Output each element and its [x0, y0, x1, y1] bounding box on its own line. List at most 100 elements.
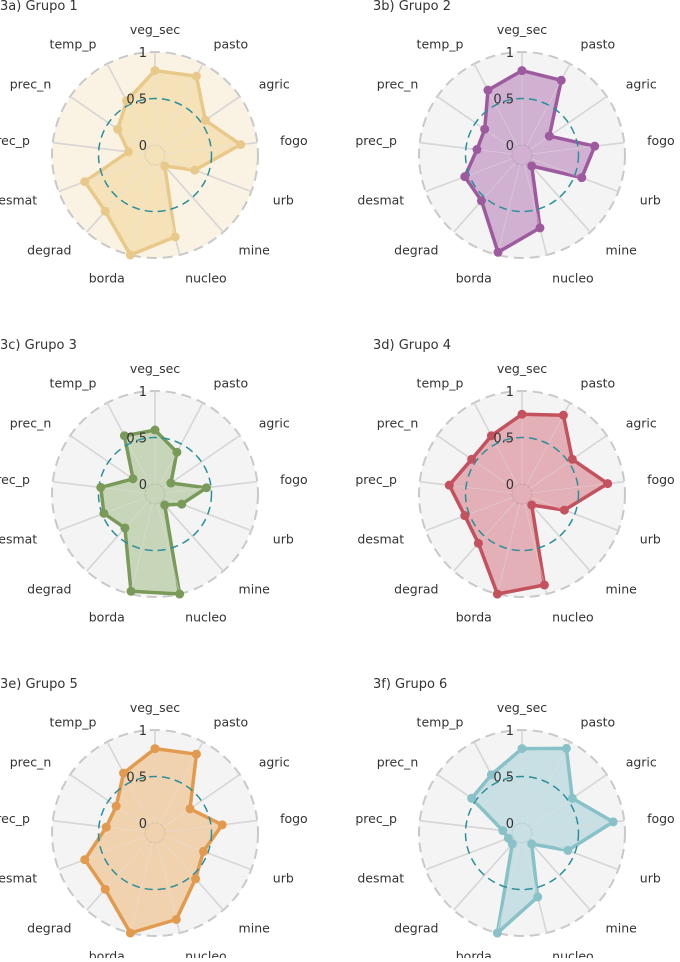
axis-label-prec_n: prec_n [10, 754, 52, 769]
axis-spoke-overlay [161, 162, 224, 233]
data-point-degrad [120, 523, 130, 533]
axis-label-degrad: degrad [394, 242, 438, 257]
data-point-urb [577, 173, 587, 183]
axis-label-borda: borda [89, 270, 125, 285]
axis-spoke-overlay [496, 164, 521, 256]
axis-label-urb: urb [273, 871, 294, 886]
data-point-fogo [603, 479, 613, 489]
data-point-prec_n [467, 454, 477, 464]
axis-spoke-overlay [453, 501, 516, 572]
data-point-nucleo [535, 223, 545, 233]
radial-tick-label: 0.5 [126, 771, 147, 786]
data-point-fogo [590, 141, 600, 151]
axis-label-prec_p: prec_p [0, 133, 30, 148]
data-point-desmat [503, 833, 513, 843]
axis-label-veg_sec: veg_sec [497, 22, 547, 37]
axis-spoke-overlay [156, 503, 181, 595]
radial-tick-label: 1 [506, 724, 514, 739]
data-point-urb [559, 505, 569, 515]
axis-spoke-overlay [453, 162, 516, 233]
axis-label-prec_p: prec_p [0, 472, 30, 487]
data-point-pasto [558, 410, 568, 420]
data-point-temp_p [486, 431, 496, 441]
panel-title: 3b) Grupo 2 [373, 0, 451, 14]
axis-spoke-overlay [129, 164, 154, 256]
data-point-mine [527, 500, 537, 510]
axis-label-fogo: fogo [647, 811, 675, 826]
radial-tick-label: 0 [139, 478, 147, 493]
axis-label-veg_sec: veg_sec [497, 361, 547, 376]
axis-label-fogo: fogo [647, 133, 675, 148]
data-point-fogo [217, 820, 227, 830]
radial-tick-label: 1 [139, 385, 147, 400]
data-point-veg_sec [517, 744, 527, 754]
data-point-borda [126, 586, 136, 596]
axis-label-temp_p: temp_p [50, 375, 97, 390]
axis-label-fogo: fogo [280, 133, 308, 148]
axis-label-pasto: pasto [214, 36, 249, 51]
radial-tick-label: 0.5 [493, 432, 514, 447]
axis-label-agric: agric [259, 415, 290, 430]
half-ring [464, 436, 580, 552]
axis-label-nucleo: nucleo [552, 609, 594, 624]
data-point-prec_p [96, 482, 106, 492]
data-point-mine [191, 874, 201, 884]
axis-spoke-overlay [86, 162, 149, 233]
axis-label-urb: urb [273, 532, 294, 547]
axis-label-mine: mine [239, 242, 271, 257]
data-point-nucleo [171, 914, 181, 924]
axis-spoke [161, 500, 224, 572]
data-point-mine [527, 161, 537, 171]
axis-spoke-overlay [523, 842, 548, 934]
axis-label-pasto: pasto [581, 714, 616, 729]
axis-label-veg_sec: veg_sec [130, 22, 180, 37]
data-point-veg_sec [517, 409, 527, 419]
data-point-agric [185, 804, 195, 814]
half-ring [464, 775, 580, 891]
radial-tick-label: 0 [506, 817, 514, 832]
axis-spoke-overlay [528, 501, 591, 572]
panel-title: 3f) Grupo 6 [373, 677, 447, 692]
axis-label-borda: borda [456, 270, 492, 285]
data-point-agric [166, 478, 176, 488]
axis-spoke-overlay [523, 503, 548, 595]
axis-label-degrad: degrad [27, 242, 71, 257]
axis-label-borda: borda [89, 609, 125, 624]
data-point-pasto [191, 71, 201, 81]
data-point-prec_p [101, 822, 111, 832]
data-point-pasto [172, 447, 182, 457]
axis-label-veg_sec: veg_sec [130, 700, 180, 715]
axis-label-agric: agric [626, 76, 657, 91]
axis-spoke-overlay [529, 773, 608, 828]
data-point-urb [190, 165, 200, 175]
radial-tick-label: 0.5 [493, 771, 514, 786]
data-point-mine [160, 500, 170, 510]
axis-label-fogo: fogo [647, 472, 675, 487]
half-ring [97, 97, 213, 213]
data-point-agric [200, 115, 210, 125]
data-point-borda [493, 247, 503, 257]
axis-label-mine: mine [606, 920, 638, 935]
axis-spoke [453, 839, 516, 911]
axis-label-urb: urb [640, 193, 661, 208]
data-point-degrad [476, 196, 486, 206]
axis-label-temp_p: temp_p [50, 36, 97, 51]
data-point-nucleo [533, 892, 543, 902]
axis-label-desmat: desmat [357, 193, 404, 208]
data-point-veg_sec [517, 66, 527, 76]
data-point-prec_p [123, 147, 133, 157]
axis-spoke-overlay [129, 842, 154, 934]
data-point-fogo [608, 817, 618, 827]
axis-label-veg_sec: veg_sec [497, 700, 547, 715]
radial-tick-label: 0 [506, 478, 514, 493]
data-point-borda [492, 589, 502, 599]
axis-label-prec_p: prec_p [355, 133, 397, 148]
axis-label-desmat: desmat [357, 871, 404, 886]
data-point-mine [160, 161, 170, 171]
axis-label-desmat: desmat [0, 193, 37, 208]
axis-label-temp_p: temp_p [417, 375, 464, 390]
radial-tick-label: 1 [139, 46, 147, 61]
axis-spoke-overlay [129, 503, 154, 595]
